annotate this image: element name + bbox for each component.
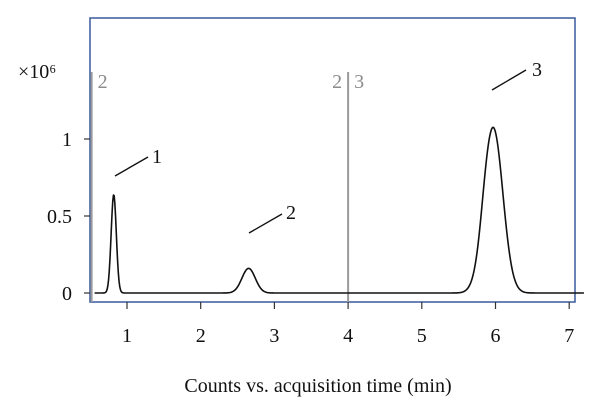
- x-tick-label: 1: [122, 325, 132, 347]
- x-tick-label: 7: [564, 325, 574, 347]
- segment-marker-label: 2: [98, 71, 108, 93]
- x-tick-label: 6: [491, 325, 501, 347]
- peak-leader-line: [491, 69, 527, 91]
- segment-marker-label: 2: [332, 71, 342, 93]
- y-multiplier-label: ×10⁶: [18, 61, 56, 83]
- x-tick-label: 4: [343, 325, 353, 347]
- peak-label: 3: [532, 59, 542, 81]
- chromatogram-trace: [94, 126, 585, 294]
- peak-leader-line: [248, 213, 283, 234]
- x-axis-title: Counts vs. acquisition time (min): [184, 375, 451, 397]
- peak-label: 2: [286, 202, 296, 224]
- x-tick-label: 5: [417, 325, 427, 347]
- segment-marker-label: 3: [354, 71, 364, 93]
- x-tick-label: 3: [269, 325, 279, 347]
- peak-leader-line: [114, 156, 149, 177]
- y-tick-label: 1: [62, 129, 72, 151]
- plot-frame: [89, 17, 576, 303]
- y-tick-label: 0.5: [47, 206, 72, 228]
- x-tick-label: 2: [196, 325, 206, 347]
- y-tick-label: 0: [62, 283, 72, 305]
- peak-label: 1: [152, 146, 162, 168]
